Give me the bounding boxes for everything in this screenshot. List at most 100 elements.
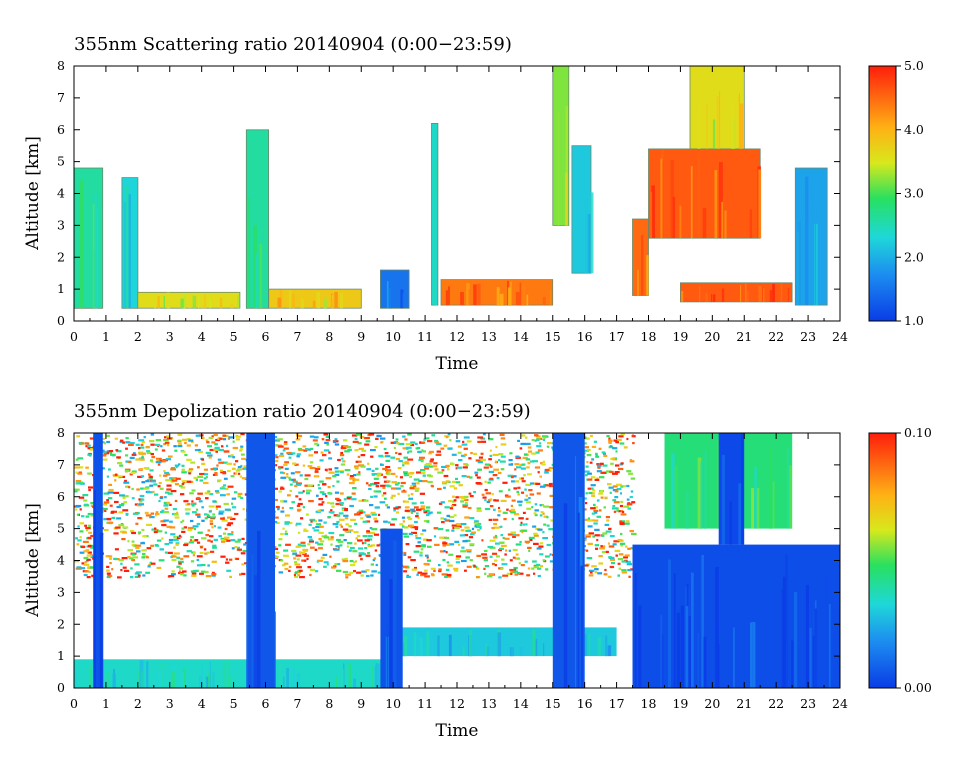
noise-cell — [546, 524, 550, 527]
noise-cell — [188, 439, 194, 442]
noise-cell — [75, 537, 78, 540]
heatmap-streak — [159, 668, 162, 688]
noise-cell — [177, 433, 183, 436]
noise-cell — [364, 541, 367, 545]
noise-cell — [590, 492, 595, 495]
noise-cell — [397, 506, 401, 509]
noise-cell — [274, 460, 279, 463]
noise-cell — [546, 445, 550, 448]
noise-cell — [75, 458, 79, 461]
noise-cell — [195, 513, 201, 516]
noise-cell — [118, 524, 125, 527]
noise-cell — [291, 549, 297, 552]
noise-cell — [82, 494, 89, 497]
noise-cell — [533, 534, 539, 537]
noise-cell — [85, 527, 91, 530]
noise-cell — [282, 449, 286, 452]
noise-cell — [498, 506, 501, 510]
noise-cell — [217, 526, 222, 529]
noise-cell — [414, 487, 420, 490]
noise-cell — [539, 485, 546, 488]
heatmap-streak — [597, 636, 602, 657]
noise-cell — [339, 502, 344, 505]
noise-cell — [594, 506, 598, 509]
noise-cell — [79, 536, 82, 539]
noise-cell — [499, 433, 505, 436]
noise-cell — [230, 454, 234, 457]
noise-cell — [400, 485, 404, 488]
noise-cell — [86, 560, 89, 563]
heatmap-streak — [200, 303, 204, 309]
noise-cell — [241, 457, 246, 460]
noise-cell — [240, 453, 245, 456]
noise-cell — [598, 492, 604, 495]
noise-cell — [81, 562, 85, 565]
noise-cell — [288, 565, 292, 568]
noise-cell — [149, 477, 153, 481]
noise-cell — [193, 476, 199, 479]
noise-cell — [617, 574, 620, 577]
noise-cell — [387, 521, 391, 524]
noise-cell — [443, 486, 446, 489]
noise-cell — [238, 472, 241, 475]
noise-cell — [327, 538, 334, 541]
noise-cell — [237, 492, 243, 495]
noise-cell — [621, 571, 628, 574]
noise-cell — [106, 569, 110, 572]
noise-cell — [540, 511, 544, 514]
noise-cell — [427, 480, 433, 484]
noise-cell — [620, 500, 624, 503]
noise-cell — [101, 507, 108, 511]
noise-cell — [587, 525, 593, 528]
noise-cell — [358, 447, 364, 450]
noise-cell — [211, 571, 215, 574]
noise-cell — [178, 484, 183, 487]
noise-cell — [118, 511, 123, 514]
heatmap-streak — [651, 185, 655, 239]
noise-cell — [140, 475, 145, 478]
noise-cell — [470, 533, 475, 536]
noise-cell — [296, 482, 302, 485]
noise-cell — [88, 531, 92, 534]
noise-cell — [420, 501, 424, 504]
heatmap-streak — [163, 296, 165, 309]
noise-cell — [410, 559, 416, 562]
noise-cell — [243, 543, 246, 546]
noise-cell — [533, 542, 539, 545]
noise-cell — [123, 481, 130, 484]
noise-cell — [500, 567, 503, 570]
noise-cell — [397, 467, 402, 470]
noise-cell — [144, 511, 149, 514]
noise-cell — [318, 487, 322, 490]
noise-cell — [306, 492, 310, 495]
noise-cell — [209, 535, 214, 538]
heatmap-streak — [724, 210, 727, 239]
noise-cell — [598, 509, 602, 512]
noise-cell — [415, 545, 422, 548]
noise-cell — [295, 495, 299, 498]
noise-cell — [465, 464, 469, 467]
noise-cell — [463, 447, 468, 450]
noise-cell — [280, 559, 284, 562]
noise-cell — [533, 566, 539, 569]
heatmap-streak — [237, 295, 240, 309]
noise-cell — [383, 447, 387, 451]
noise-cell — [160, 459, 164, 463]
noise-cell — [194, 444, 198, 447]
noise-cell — [619, 520, 622, 523]
noise-cell — [282, 472, 286, 475]
heatmap-streak — [771, 460, 773, 529]
noise-cell — [215, 507, 218, 510]
noise-cell — [451, 453, 457, 456]
noise-cell — [488, 464, 491, 467]
heatmap-streak — [519, 282, 522, 306]
noise-cell — [489, 555, 493, 558]
noise-cell — [296, 455, 300, 458]
noise-cell — [584, 537, 587, 540]
noise-cell — [512, 533, 517, 536]
noise-cell — [146, 523, 153, 526]
noise-cell — [370, 544, 376, 547]
x-axis-label: Time — [436, 721, 479, 741]
heatmap-streak — [198, 295, 200, 309]
noise-cell — [196, 522, 201, 526]
